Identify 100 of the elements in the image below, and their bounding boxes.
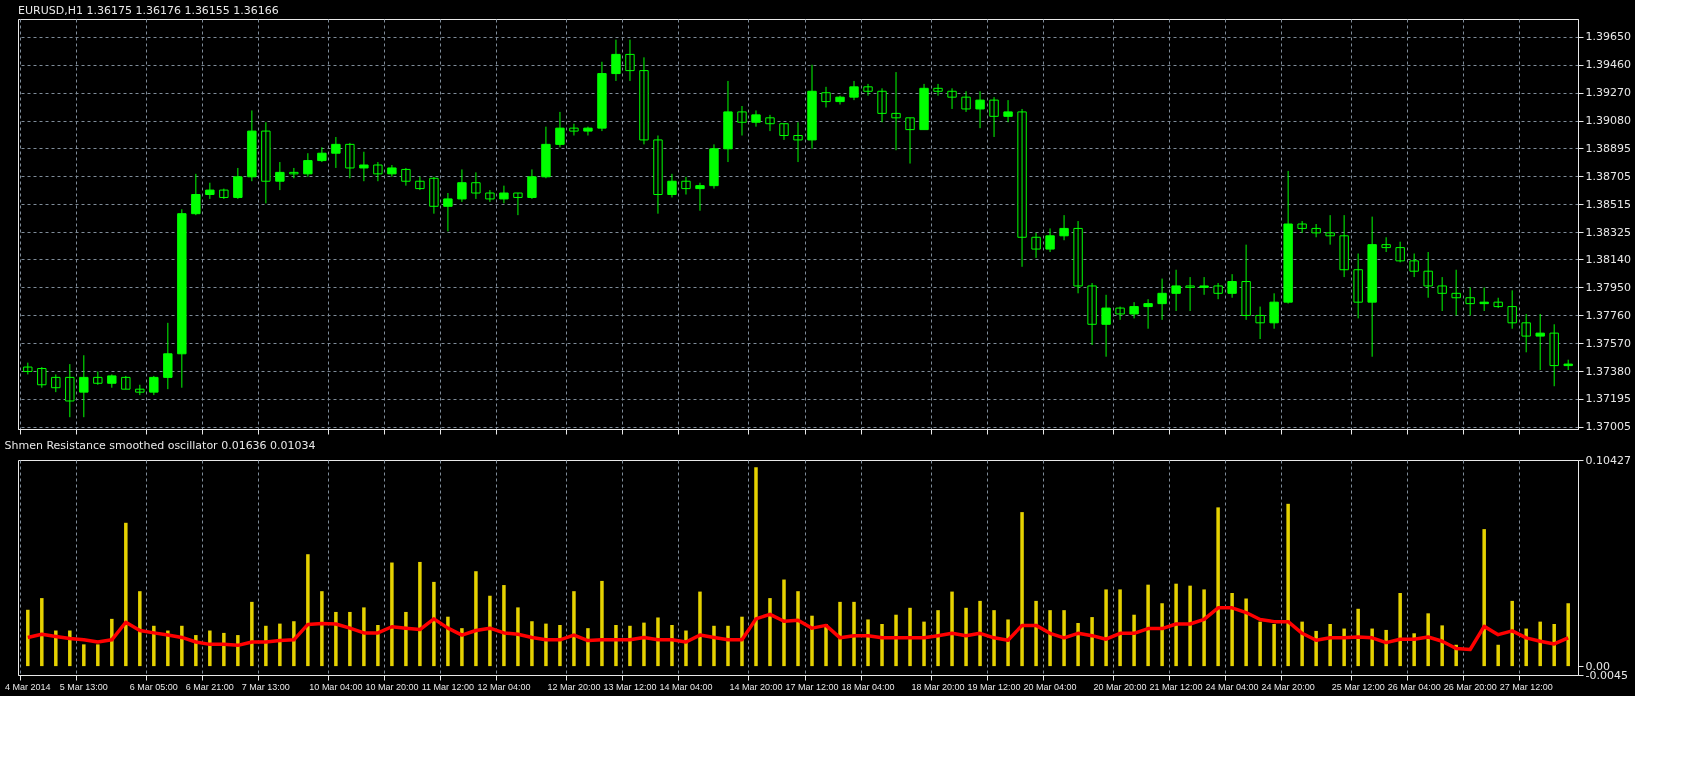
bar: [306, 554, 310, 667]
bar: [1244, 598, 1248, 667]
x-tick-label: 4 Mar 2014: [5, 681, 51, 692]
bar: [852, 601, 856, 667]
bar: [558, 624, 562, 667]
candlestick: [359, 151, 369, 182]
bar: [1440, 625, 1444, 667]
candlestick: [387, 164, 397, 178]
bar: [362, 607, 366, 667]
bar: [586, 628, 590, 667]
y-tick-label: 1.37005: [1585, 420, 1631, 434]
bar: [180, 625, 184, 667]
bar: [1216, 507, 1220, 667]
bar: [978, 600, 982, 667]
candlestick: [121, 375, 131, 390]
bar: [1062, 610, 1066, 667]
bar: [1552, 624, 1556, 667]
y-tick-label: 1.37195: [1585, 392, 1631, 406]
y-tick-label: 1.38895: [1585, 141, 1631, 155]
candlestick: [737, 105, 747, 137]
candlestick: [1003, 99, 1013, 123]
candlestick: [583, 126, 593, 137]
bar: [320, 591, 324, 667]
bar: [544, 623, 548, 667]
bar: [1090, 617, 1094, 667]
candlestick: [1115, 306, 1125, 321]
bar: [502, 585, 506, 667]
x-tick-label: 26 Mar 20:00: [1443, 681, 1497, 692]
candlestick: [569, 123, 579, 137]
x-tick-label: 17 Mar 12:00: [785, 681, 839, 692]
candlestick: [1563, 359, 1573, 371]
bar: [894, 614, 898, 667]
y-tick-label: 1.39270: [1585, 86, 1631, 100]
candlestick: [1395, 241, 1405, 263]
bar: [656, 617, 660, 667]
bar: [264, 625, 268, 667]
bar: [572, 591, 576, 667]
x-tick-label: 14 Mar 20:00: [729, 681, 783, 692]
candlestick: [513, 192, 523, 216]
y-tick-label: 1.39650: [1585, 30, 1631, 44]
x-tick-label: 25 Mar 12:00: [1331, 681, 1385, 692]
bar: [782, 579, 786, 667]
bar: [26, 609, 30, 667]
candlestick: [93, 370, 103, 386]
x-tick-label: 10 Mar 04:00: [309, 681, 363, 692]
x-tick-label: 18 Mar 04:00: [841, 681, 895, 692]
bar: [418, 561, 422, 667]
chart-title: EURUSD,H1 1.36175 1.36176 1.36155 1.36166: [18, 4, 279, 17]
bar: [278, 623, 282, 667]
bar: [824, 624, 828, 667]
bar: [474, 571, 478, 667]
bar: [600, 580, 604, 667]
candlestick: [149, 375, 159, 396]
candlestick: [1549, 323, 1559, 387]
bar: [68, 630, 72, 667]
bar: [376, 624, 380, 667]
bar: [642, 622, 646, 667]
x-tick-label: 14 Mar 04:00: [659, 681, 713, 692]
candlestick: [793, 121, 803, 163]
bar: [1006, 619, 1010, 667]
y-tick-label: 1.37950: [1585, 280, 1631, 294]
bar: [1076, 623, 1080, 667]
candlestick: [1465, 286, 1475, 316]
bar: [1538, 621, 1542, 667]
bar: [1272, 624, 1276, 667]
x-tick-label: 27 Mar 12:00: [1499, 681, 1553, 692]
bar: [1230, 592, 1234, 667]
candlestick: [1171, 269, 1181, 312]
bar: [390, 562, 394, 667]
bar: [446, 616, 450, 667]
bar: [810, 615, 814, 667]
bar: [1202, 589, 1206, 667]
candlestick: [975, 90, 985, 129]
candlestick: [751, 109, 761, 128]
candlestick: [1129, 301, 1139, 319]
bar: [152, 625, 156, 667]
bar: [516, 607, 520, 667]
x-tick-label: 21 Mar 12:00: [1149, 681, 1203, 692]
bar: [1160, 603, 1164, 667]
candlestick: [1535, 313, 1545, 371]
bar: [992, 610, 996, 667]
y-tick-label: 1.38705: [1585, 169, 1631, 183]
bar: [1146, 584, 1150, 667]
bar: [1426, 613, 1430, 667]
bar: [1496, 644, 1500, 667]
bar: [124, 522, 128, 667]
bar: [348, 611, 352, 667]
bar: [1370, 628, 1374, 667]
x-tick-label: 24 Mar 20:00: [1261, 681, 1315, 692]
candlestick: [1451, 269, 1461, 316]
candlestick: [1213, 282, 1223, 300]
bar: [614, 624, 618, 667]
y-tick-label: -0.0045: [1585, 668, 1628, 682]
bar: [628, 625, 632, 667]
bar: [1048, 610, 1052, 667]
bar: [1328, 624, 1332, 667]
y-tick-label: 0.10427: [1585, 453, 1631, 467]
x-tick-label: 5 Mar 13:00: [59, 681, 108, 692]
candlestick: [1409, 253, 1419, 278]
candlestick: [849, 80, 859, 101]
